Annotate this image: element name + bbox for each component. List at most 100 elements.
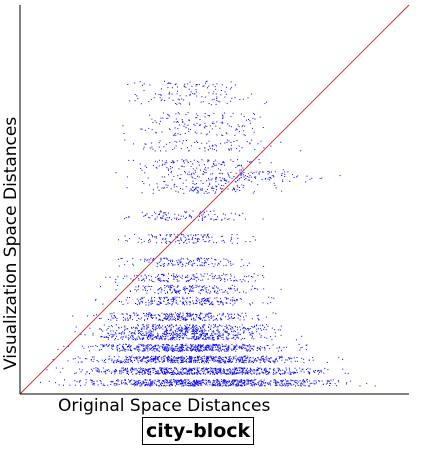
data-point <box>176 360 178 362</box>
data-point <box>191 173 192 175</box>
data-point <box>209 336 211 338</box>
data-point <box>158 319 160 321</box>
data-point <box>255 171 257 173</box>
data-point <box>152 121 154 123</box>
data-point <box>111 371 113 373</box>
data-point <box>142 338 144 340</box>
data-point <box>211 99 213 101</box>
data-point <box>195 383 197 385</box>
data-point <box>150 276 152 278</box>
data-point <box>204 260 206 262</box>
data-point <box>181 361 182 363</box>
data-point <box>261 369 263 371</box>
data-point <box>164 163 166 165</box>
data-point <box>290 379 292 381</box>
data-point <box>228 140 230 142</box>
data-point <box>113 317 115 319</box>
data-point <box>152 331 154 333</box>
data-point <box>200 333 202 335</box>
data-point <box>227 219 229 220</box>
data-point <box>197 360 199 361</box>
data-point <box>190 356 192 358</box>
data-point <box>197 347 198 349</box>
data-point <box>289 358 290 360</box>
data-point <box>243 326 245 328</box>
data-point <box>274 329 276 331</box>
data-point <box>233 357 235 359</box>
data-point <box>267 303 269 305</box>
data-point <box>167 356 169 358</box>
data-point <box>152 165 154 166</box>
data-point <box>173 348 175 350</box>
data-point <box>206 372 208 374</box>
data-point <box>165 330 167 332</box>
data-point <box>342 358 343 360</box>
data-point <box>205 356 207 358</box>
data-point <box>52 359 54 361</box>
data-point <box>209 329 211 330</box>
data-point <box>192 385 194 387</box>
data-point <box>194 360 196 362</box>
data-point <box>217 370 219 372</box>
data-point <box>220 298 221 300</box>
data-point <box>211 303 213 305</box>
data-point <box>131 338 133 340</box>
data-point <box>222 303 224 305</box>
data-point <box>243 372 244 374</box>
data-point <box>229 333 230 335</box>
data-point <box>191 264 193 266</box>
data-point <box>208 159 210 161</box>
data-point <box>259 328 261 330</box>
data-point <box>230 263 232 265</box>
data-point <box>206 142 208 144</box>
data-point <box>237 242 239 244</box>
data-point <box>173 361 175 363</box>
data-point <box>209 240 211 241</box>
data-point <box>196 382 198 384</box>
data-point <box>218 345 220 347</box>
data-point <box>202 379 204 381</box>
data-point <box>224 371 226 373</box>
data-point <box>154 355 156 357</box>
data-point <box>203 211 205 213</box>
data-point <box>137 335 139 337</box>
data-point <box>79 368 81 370</box>
data-point <box>209 384 211 386</box>
data-point <box>121 368 123 369</box>
data-point <box>234 285 236 287</box>
data-point <box>181 381 183 382</box>
data-point <box>182 319 184 320</box>
data-point <box>199 212 201 214</box>
data-point <box>231 299 233 301</box>
data-point <box>169 357 171 359</box>
data-point <box>176 336 178 338</box>
data-point <box>180 331 182 333</box>
data-point <box>155 131 157 133</box>
data-point <box>151 381 153 383</box>
data-point <box>192 242 194 244</box>
data-point <box>223 179 225 181</box>
data-point <box>255 383 257 385</box>
data-point <box>180 344 182 345</box>
data-point <box>238 381 240 383</box>
data-point <box>196 372 198 374</box>
data-point <box>126 313 128 315</box>
data-point <box>163 187 165 189</box>
data-point <box>153 329 155 331</box>
data-point <box>164 317 166 319</box>
data-point <box>101 344 103 346</box>
data-point <box>256 370 258 372</box>
data-point <box>298 381 300 383</box>
data-point <box>271 297 273 299</box>
data-point <box>202 326 204 328</box>
data-point <box>246 367 248 369</box>
data-point <box>204 297 206 299</box>
data-point <box>204 273 206 275</box>
data-point <box>130 291 131 293</box>
data-point <box>179 348 181 350</box>
data-point <box>184 326 186 328</box>
data-point <box>252 349 254 351</box>
data-point <box>221 275 223 276</box>
data-point <box>111 344 113 346</box>
data-point <box>227 359 229 361</box>
